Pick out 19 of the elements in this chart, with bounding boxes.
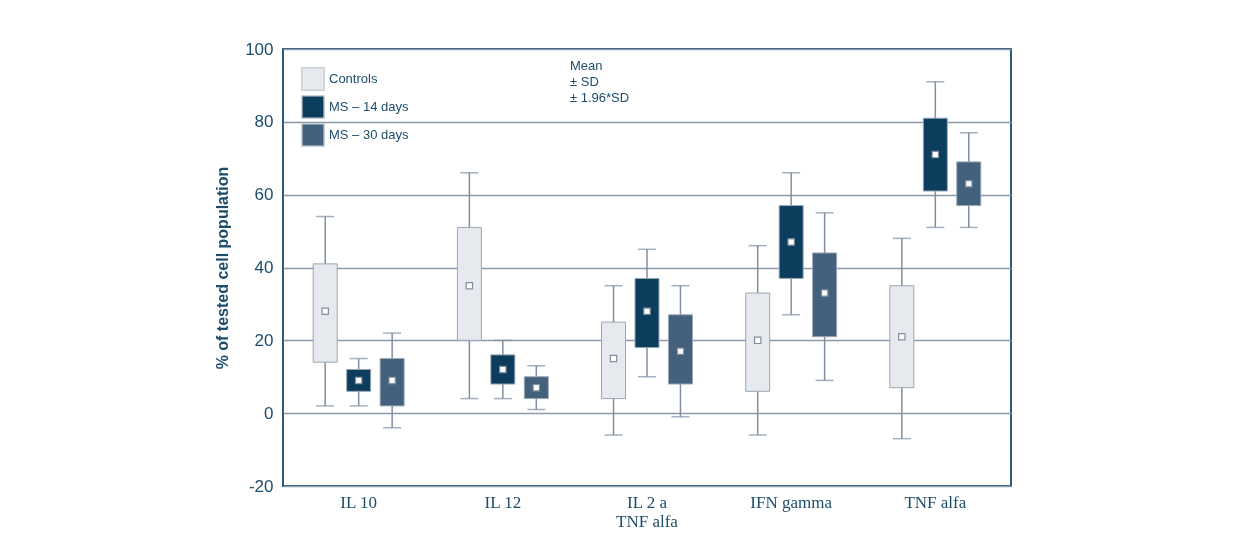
x-tick-label: IL 12 <box>484 492 522 512</box>
y-tick-label: -20 <box>248 476 274 496</box>
legend-label: MS – 30 days <box>329 127 409 142</box>
legend-label: MS – 14 days <box>329 99 409 114</box>
y-tick-label: 80 <box>254 112 274 132</box>
x-tick-label: TNF alfa <box>904 492 967 512</box>
y-tick-label: 100 <box>245 39 274 59</box>
x-tick-label: IFN gamma <box>750 492 833 512</box>
annotation: ± 1.96*SD <box>570 90 630 105</box>
y-tick-label: 40 <box>254 258 274 277</box>
y-tick-label: 20 <box>254 330 274 350</box>
legend-label: Controls <box>329 71 378 86</box>
annotation: Mean <box>570 58 603 73</box>
x-tick-label: IL 2 a TNF alfa <box>616 492 679 531</box>
annotation: ± SD <box>570 74 599 89</box>
x-tick-label: IL 10 <box>340 492 378 512</box>
y-axis-title: % of tested cell population <box>214 166 232 370</box>
y-tick-label: 0 <box>264 403 274 423</box>
y-tick-label: 60 <box>254 185 274 205</box>
